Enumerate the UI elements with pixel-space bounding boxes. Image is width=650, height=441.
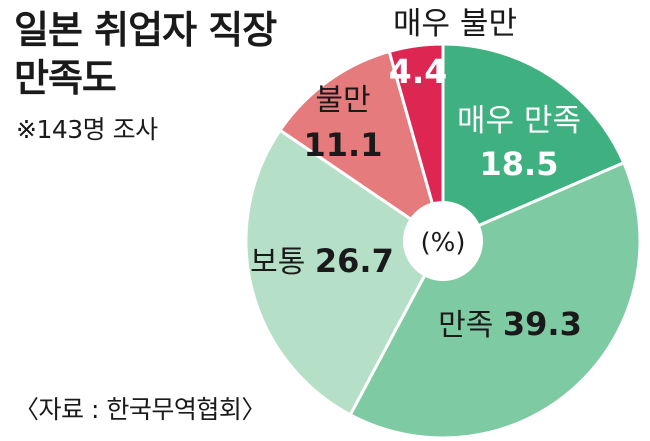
slice-value-5: 4.4 xyxy=(389,52,447,91)
pie-slice-3 xyxy=(244,128,445,417)
slice-labels: 매우 만족 18.5 만족 39.3 보통 26.7 불만 11.1 매우 불만 4.4 xyxy=(250,6,582,343)
slice-name-1: 매우 만족 xyxy=(457,103,581,139)
pie-slice-2 xyxy=(348,160,642,440)
slice-label-1: 매우 만족 18.5 xyxy=(457,103,581,183)
slice-name-5: 매우 불만 xyxy=(393,6,517,42)
slice-value-3: 26.7 xyxy=(315,242,394,280)
slice-name-3: 보통 xyxy=(250,245,315,280)
slice-name-2: 만족 xyxy=(438,308,503,343)
slice-label-2: 만족 39.3 xyxy=(438,305,582,343)
chart-title-line2: 만족도 xyxy=(14,56,117,100)
chart-title-line1: 일본 취업자 직장 xyxy=(14,8,277,52)
pie-slice-1 xyxy=(441,42,626,244)
source-note: 〈자료 : 한국무역협회〉 xyxy=(14,395,266,424)
pie-slice-5 xyxy=(387,42,445,242)
slice-value-4: 11.1 xyxy=(304,126,383,164)
sample-note: ※143명 조사 xyxy=(16,115,158,144)
slice-value-2: 39.3 xyxy=(503,305,582,343)
unit-label: (%) xyxy=(421,228,466,258)
slice-value-1: 18.5 xyxy=(480,145,559,183)
slice-name-4: 불만 xyxy=(315,83,370,118)
center-hole xyxy=(403,201,483,281)
pie-slices xyxy=(244,42,642,440)
chart-title: 일본 취업자 직장 만족도 xyxy=(14,6,277,102)
slice-label-4: 불만 11.1 xyxy=(304,83,383,164)
slice-label-3: 보통 26.7 xyxy=(250,242,394,280)
